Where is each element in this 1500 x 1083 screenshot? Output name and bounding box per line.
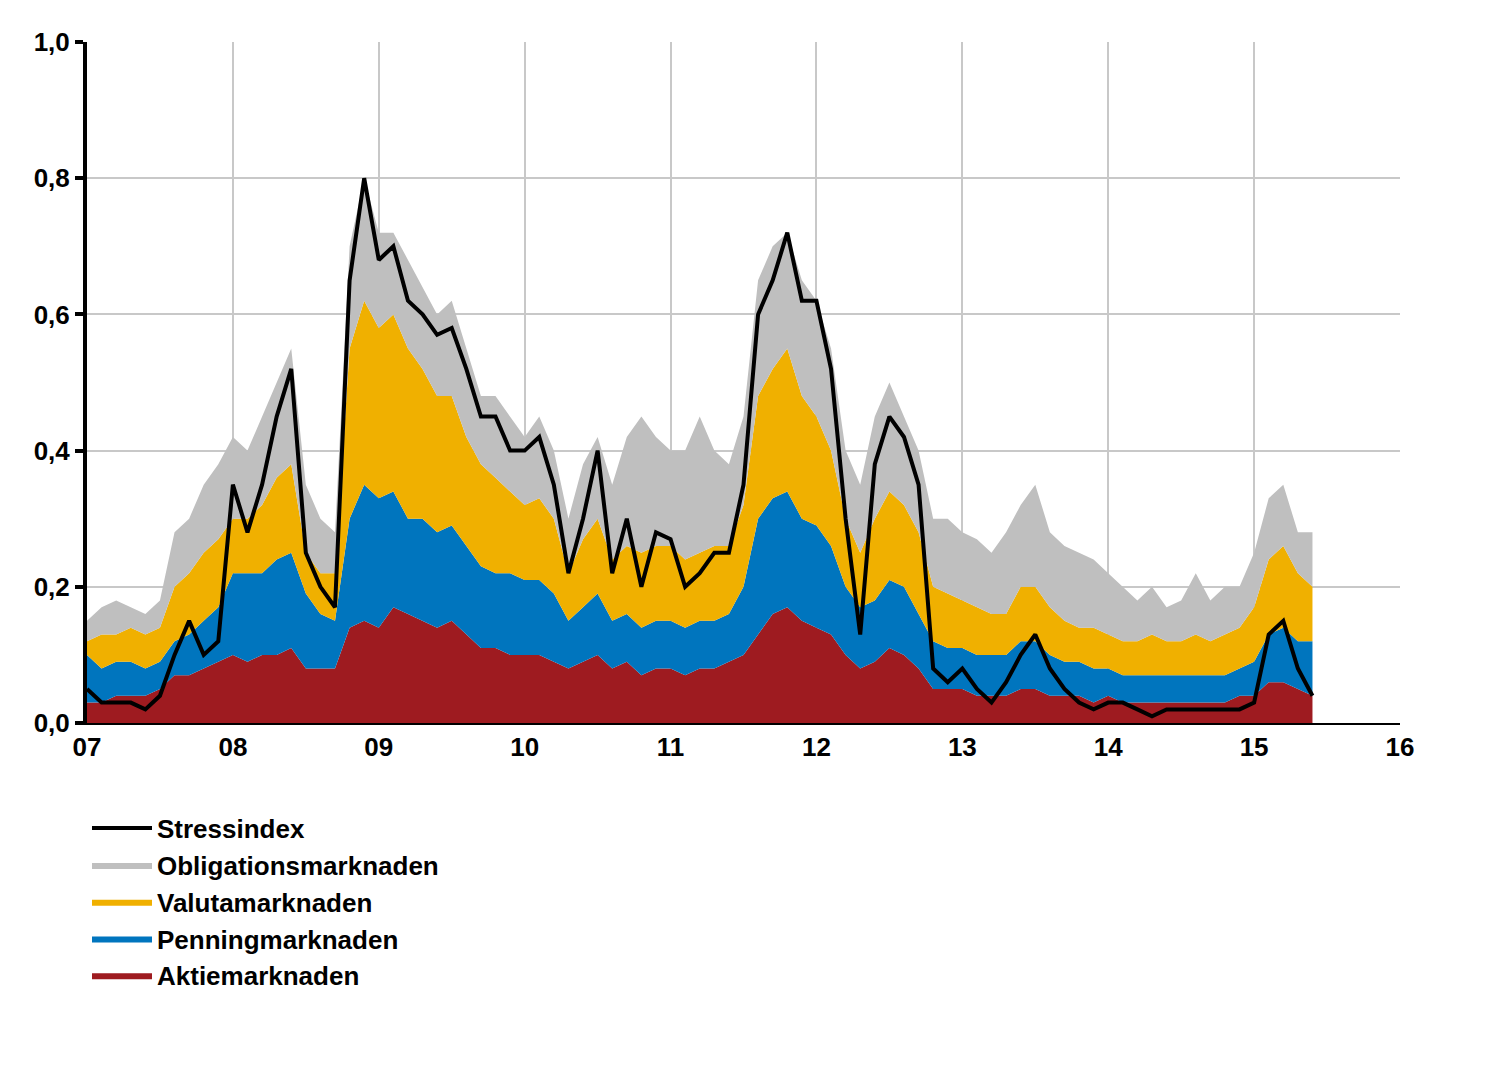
- svg-text:Penningmarknaden: Penningmarknaden: [157, 925, 398, 955]
- svg-text:0,0: 0,0: [34, 708, 70, 738]
- svg-text:Aktiemarknaden: Aktiemarknaden: [157, 961, 359, 991]
- svg-text:Obligationsmarknaden: Obligationsmarknaden: [157, 851, 439, 881]
- svg-text:07: 07: [73, 732, 102, 762]
- svg-text:0,2: 0,2: [34, 572, 70, 602]
- svg-text:0,6: 0,6: [34, 300, 70, 330]
- svg-text:11: 11: [657, 732, 685, 762]
- svg-text:12: 12: [802, 732, 831, 762]
- svg-text:16: 16: [1386, 732, 1415, 762]
- svg-text:13: 13: [948, 732, 977, 762]
- svg-text:Stressindex: Stressindex: [157, 814, 305, 844]
- svg-text:14: 14: [1094, 732, 1123, 762]
- svg-text:09: 09: [364, 732, 393, 762]
- svg-text:08: 08: [218, 732, 247, 762]
- svg-text:Valutamarknaden: Valutamarknaden: [157, 888, 372, 918]
- svg-text:0,4: 0,4: [34, 436, 71, 466]
- svg-text:0,8: 0,8: [34, 163, 70, 193]
- svg-text:1,0: 1,0: [34, 27, 70, 57]
- svg-text:10: 10: [510, 732, 539, 762]
- svg-text:15: 15: [1240, 732, 1269, 762]
